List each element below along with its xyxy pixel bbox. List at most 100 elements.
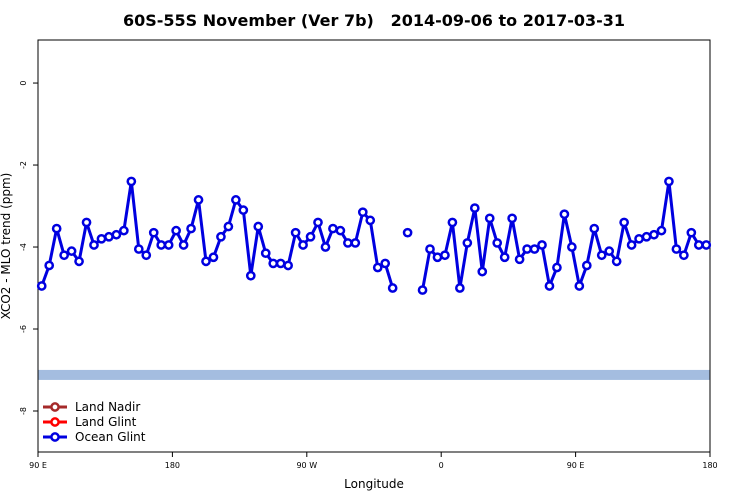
data-point [126, 176, 137, 187]
data-point [589, 223, 600, 234]
data-point [238, 205, 249, 215]
data-point [66, 246, 77, 256]
data-point [656, 225, 667, 236]
data-point [231, 195, 241, 205]
data-point [350, 238, 361, 248]
data-point [119, 225, 129, 236]
x-tick-label: 180 [165, 461, 180, 470]
data-point [305, 231, 316, 242]
data-point [492, 238, 503, 248]
data-point [664, 176, 674, 187]
data-point [74, 256, 84, 267]
data-point [253, 221, 264, 232]
legend-label: Ocean Glint [75, 430, 146, 444]
data-point [163, 240, 174, 250]
data-point [59, 250, 69, 261]
data-point [693, 240, 704, 250]
data-point [649, 229, 659, 240]
data-point [298, 240, 308, 250]
data-point [596, 250, 607, 261]
data-point [320, 242, 331, 252]
y-tick-label: 0 [19, 80, 28, 85]
data-point [544, 281, 555, 291]
data-point [223, 221, 234, 232]
legend-label: Land Nadir [75, 400, 140, 414]
data-point [432, 252, 443, 263]
legend-marker [50, 402, 60, 412]
data-point [96, 233, 107, 244]
data-point [335, 225, 346, 236]
data-point [522, 244, 532, 254]
data-point [552, 262, 562, 273]
data-point [477, 266, 488, 277]
data-point [499, 252, 510, 263]
data-point [604, 246, 615, 256]
data-point [193, 195, 204, 205]
x-tick-label: 0 [439, 461, 444, 470]
data-point [178, 240, 189, 250]
y-tick-label: -8 [19, 407, 28, 415]
data-point [290, 227, 301, 238]
data-point [357, 207, 368, 218]
data-point [701, 240, 712, 250]
data-point [171, 225, 181, 236]
data-point [44, 260, 55, 271]
data-point [507, 213, 517, 224]
x-axis-label: Longitude [344, 477, 404, 491]
series-line [40, 179, 707, 291]
data-point [641, 231, 652, 242]
data-point [455, 283, 465, 293]
legend-label: Land Glint [75, 415, 137, 429]
data-point [104, 231, 114, 242]
data-point [567, 242, 577, 252]
data-point [343, 238, 353, 248]
y-axis-label: XCO2 - MLO trend (ppm) [0, 173, 13, 320]
data-point [417, 285, 428, 295]
data-point [148, 227, 159, 238]
data-point [671, 244, 682, 254]
data-point [268, 258, 279, 269]
data-point [537, 240, 547, 250]
data-point [372, 262, 383, 273]
data-point [440, 250, 450, 261]
data-point [283, 260, 293, 271]
data-point [469, 203, 480, 213]
data-point [133, 244, 144, 254]
data-point [111, 229, 122, 240]
data-point [686, 227, 697, 238]
data-point [141, 250, 152, 261]
data-point [216, 231, 226, 242]
data-point [619, 217, 629, 228]
data-point [380, 258, 391, 269]
reference-band [38, 369, 710, 380]
data-point [89, 240, 99, 250]
data-point [447, 217, 458, 228]
data-point [574, 281, 585, 291]
data-point [611, 256, 622, 267]
data-point [365, 215, 376, 226]
y-tick-label: -6 [19, 325, 28, 333]
legend-marker [50, 417, 60, 427]
data-point [245, 270, 256, 281]
data-point [559, 209, 570, 220]
data-point [156, 240, 167, 250]
data-point [581, 260, 592, 271]
chart-title: 60S-55S November (Ver 7b) 2014-09-06 to … [123, 11, 625, 30]
legend-marker [50, 432, 60, 442]
data-point [402, 227, 413, 238]
data-point [626, 240, 637, 250]
data-point [260, 248, 271, 259]
x-tick-label: 90 W [296, 461, 317, 470]
data-point [328, 223, 338, 234]
y-tick-label: -4 [19, 243, 28, 251]
data-point [313, 217, 323, 228]
data-point [514, 254, 525, 265]
data-point [387, 283, 398, 293]
y-tick-label: -2 [19, 161, 28, 169]
data-point [679, 250, 689, 261]
data-point [484, 213, 495, 224]
data-point [529, 244, 540, 254]
data-point [186, 223, 196, 234]
data-point [208, 252, 219, 263]
